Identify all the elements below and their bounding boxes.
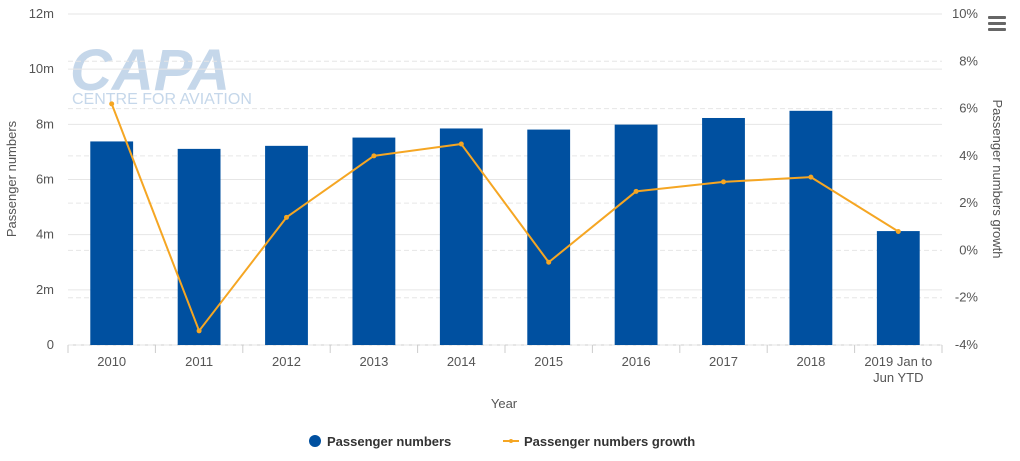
bar <box>90 141 134 345</box>
bar <box>352 137 396 345</box>
y2-tick-label: 6% <box>959 101 978 116</box>
y-axis-right: -4% -2% 0% 2% 4% 6% 8% 10% <box>952 6 978 352</box>
x-axis: 2010 2011 2012 2013 2014 2015 2016 2017 2018 2019… <box>67 345 943 385</box>
y2-axis-title: Passenger numbers growth <box>990 100 1005 259</box>
menu-line-icon <box>988 16 1006 19</box>
y-axis-title: Passenger numbers <box>4 120 19 237</box>
y-axis-left: 0 2m 4m 6m 8m 10m 12m <box>29 6 54 352</box>
growth-point <box>808 174 814 180</box>
legend-item-bars[interactable]: Passenger numbers <box>309 434 451 449</box>
bar <box>265 145 308 345</box>
y-tick-label: 4m <box>36 227 54 242</box>
legend-label-line: Passenger numbers growth <box>524 434 695 449</box>
x-tick-label: 2010 <box>97 354 126 369</box>
legend-bar-symbol <box>309 435 321 447</box>
bar <box>789 110 833 345</box>
growth-point <box>458 141 464 147</box>
bar <box>439 128 483 345</box>
legend: Passenger numbers Passenger numbers grow… <box>309 434 695 449</box>
line-series <box>109 101 901 334</box>
y2-tick-label: 4% <box>959 148 978 163</box>
watermark-brand: CAPA <box>70 38 230 103</box>
growth-point <box>196 328 202 334</box>
watermark-tagline: CENTRE FOR AVIATION <box>72 91 252 108</box>
y2-tick-label: 10% <box>952 6 978 21</box>
bar-series <box>90 110 920 346</box>
x-axis-title: Year <box>491 396 518 411</box>
bar <box>527 129 571 345</box>
x-tick-label: 2016 <box>622 354 651 369</box>
y2-tick-label: -2% <box>955 290 979 305</box>
legend-label-bars: Passenger numbers <box>327 434 451 449</box>
y2-tick-label: 0% <box>959 242 978 257</box>
y-tick-label: 2m <box>36 282 54 297</box>
x-tick-label: 2018 <box>796 354 825 369</box>
y-tick-label: 10m <box>29 61 54 76</box>
growth-point <box>371 153 377 159</box>
x-tick-label: 2011 <box>185 354 213 369</box>
y2-tick-label: 2% <box>959 195 978 210</box>
growth-point <box>721 179 726 185</box>
x-tick-label: 2017 <box>709 354 738 369</box>
bar <box>876 231 920 345</box>
growth-point <box>633 188 639 194</box>
menu-line-icon <box>988 28 1006 31</box>
growth-point <box>109 101 115 107</box>
bar <box>702 117 745 345</box>
y-tick-label: 12m <box>29 6 54 21</box>
y-tick-label: 6m <box>36 172 54 187</box>
bar <box>177 148 221 345</box>
y2-tick-label: 8% <box>959 53 978 68</box>
y2-tick-label: -4% <box>955 337 979 352</box>
growth-point <box>895 229 901 235</box>
legend-line-marker <box>509 439 513 443</box>
menu-line-icon <box>988 22 1006 25</box>
x-tick-label: 2012 <box>272 354 301 369</box>
bar <box>614 124 658 346</box>
x-tick-label: 2014 <box>447 354 476 369</box>
x-tick-label: 2015 <box>534 354 563 369</box>
x-tick-label: 2019 Jan to Jun YTD <box>864 354 932 385</box>
growth-point <box>546 259 552 265</box>
legend-item-line[interactable]: Passenger numbers growth <box>503 434 695 449</box>
hamburger-menu-icon[interactable] <box>988 16 1006 32</box>
y-tick-label: 8m <box>36 116 54 131</box>
growth-line <box>110 103 899 332</box>
x-tick-label: 2013 <box>359 354 388 369</box>
y-tick-label: 0 <box>47 337 54 352</box>
capa-watermark-logo: CAPA CENTRE FOR AVIATION <box>70 38 252 108</box>
growth-point <box>284 214 289 220</box>
